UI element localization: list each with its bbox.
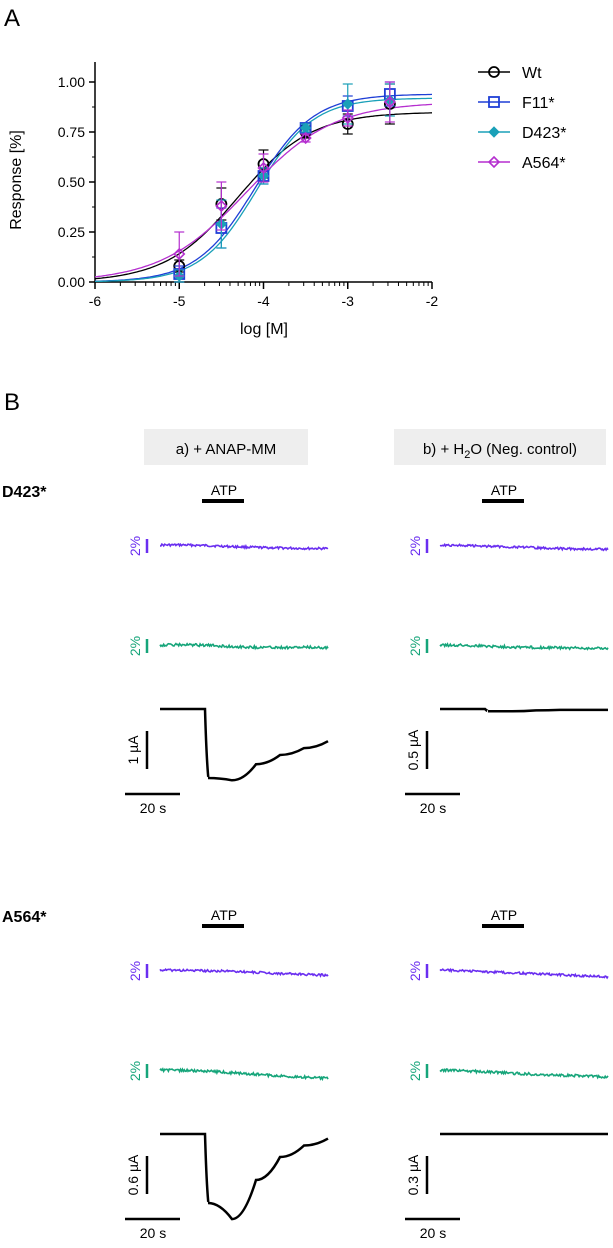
x-tick-label: -3 — [342, 293, 355, 309]
y-tick-label: 0.50 — [58, 174, 85, 190]
panel-b-label: B — [4, 389, 20, 416]
data-point — [488, 66, 500, 78]
data-point — [257, 161, 270, 175]
fit-curve — [95, 97, 432, 283]
legend-label: D423* — [522, 125, 566, 142]
fluo-scale-label: 2% — [407, 636, 423, 656]
purple-trace — [439, 967, 609, 980]
column-header-sub: 2 — [464, 449, 470, 461]
fluo-scale-label: 2% — [127, 536, 143, 556]
legend-label: F11* — [522, 95, 555, 112]
x-tick-label: -2 — [426, 293, 439, 309]
column-header-prefix: a) + ANAP-MM — [176, 441, 276, 458]
current-trace — [440, 707, 608, 713]
current-scale-label: 0.5 µA — [405, 729, 421, 770]
purple-trace — [439, 542, 609, 552]
column-header-prefix: b) + H — [423, 441, 464, 458]
atp-label: ATP — [211, 907, 237, 923]
green-trace — [159, 1067, 329, 1082]
x-axis-label: log [M] — [240, 321, 288, 338]
green-trace — [159, 642, 329, 651]
purple-trace — [160, 542, 329, 551]
fluo-scale-label: 2% — [407, 961, 423, 981]
column-header-box — [394, 429, 606, 465]
column-header-suffix: O (Neg. control) — [470, 441, 577, 458]
current-trace — [160, 707, 329, 782]
current-trace — [160, 1132, 329, 1221]
legend: Wt F11* D423* A564* — [478, 65, 566, 172]
atp-label: ATP — [491, 907, 517, 923]
electrophysiology-traces: a) + ANAP-MM b) + H2O (Neg. control) D423*… — [2, 429, 609, 1241]
x-tick-label: -4 — [257, 293, 270, 309]
fluo-scale-label: 2% — [127, 636, 143, 656]
legend-label: A564* — [522, 155, 566, 172]
data-point — [299, 131, 312, 145]
panel-a-label: A — [4, 5, 20, 32]
fluo-scale-label: 2% — [127, 1061, 143, 1081]
fluo-scale-label: 2% — [127, 961, 143, 981]
y-tick-label: 0.00 — [58, 274, 85, 290]
data-point — [215, 199, 228, 213]
green-trace — [439, 1067, 609, 1080]
fluo-scale-label: 2% — [407, 1061, 423, 1081]
atp-label: ATP — [491, 482, 517, 498]
data-point — [383, 95, 397, 109]
data-point — [341, 111, 354, 125]
data-point — [173, 247, 186, 261]
purple-trace — [159, 967, 329, 978]
data-point — [342, 98, 354, 110]
dose-response-chart: Response [%] log [M] 0.00 0.25 0.50 0.75 1.0… — [8, 62, 566, 338]
column-header-box — [144, 429, 308, 465]
fit-curve — [94, 103, 433, 278]
row-label: D423* — [2, 484, 47, 501]
time-scale-label: 20 s — [140, 1225, 166, 1241]
time-scale-label: 20 s — [140, 800, 166, 816]
legend-label: Wt — [522, 65, 542, 82]
y-axis-label: Response [%] — [8, 130, 25, 230]
time-scale-label: 20 s — [420, 800, 446, 816]
data-point — [487, 155, 501, 169]
fluo-scale-label: 2% — [407, 536, 423, 556]
column-header: a) + ANAP-MM — [176, 441, 276, 458]
data-point — [488, 126, 500, 138]
fit-curve — [94, 112, 433, 280]
x-tick-label: -6 — [89, 293, 102, 309]
column-header: b) + H2O (Neg. control) — [423, 441, 577, 461]
atp-label: ATP — [211, 482, 237, 498]
y-tick-label: 0.75 — [58, 124, 85, 140]
row-label: A564* — [2, 909, 47, 926]
fit-curve — [95, 93, 433, 282]
green-trace — [439, 642, 609, 651]
y-tick-label: 1.00 — [58, 74, 85, 90]
current-scale-label: 0.6 µA — [125, 1154, 141, 1195]
current-scale-label: 1 µA — [125, 735, 141, 765]
y-tick-label: 0.25 — [58, 224, 85, 240]
data-point — [488, 96, 500, 108]
current-scale-label: 0.3 µA — [405, 1154, 421, 1195]
x-tick-label: -5 — [173, 293, 186, 309]
time-scale-label: 20 s — [420, 1225, 446, 1241]
